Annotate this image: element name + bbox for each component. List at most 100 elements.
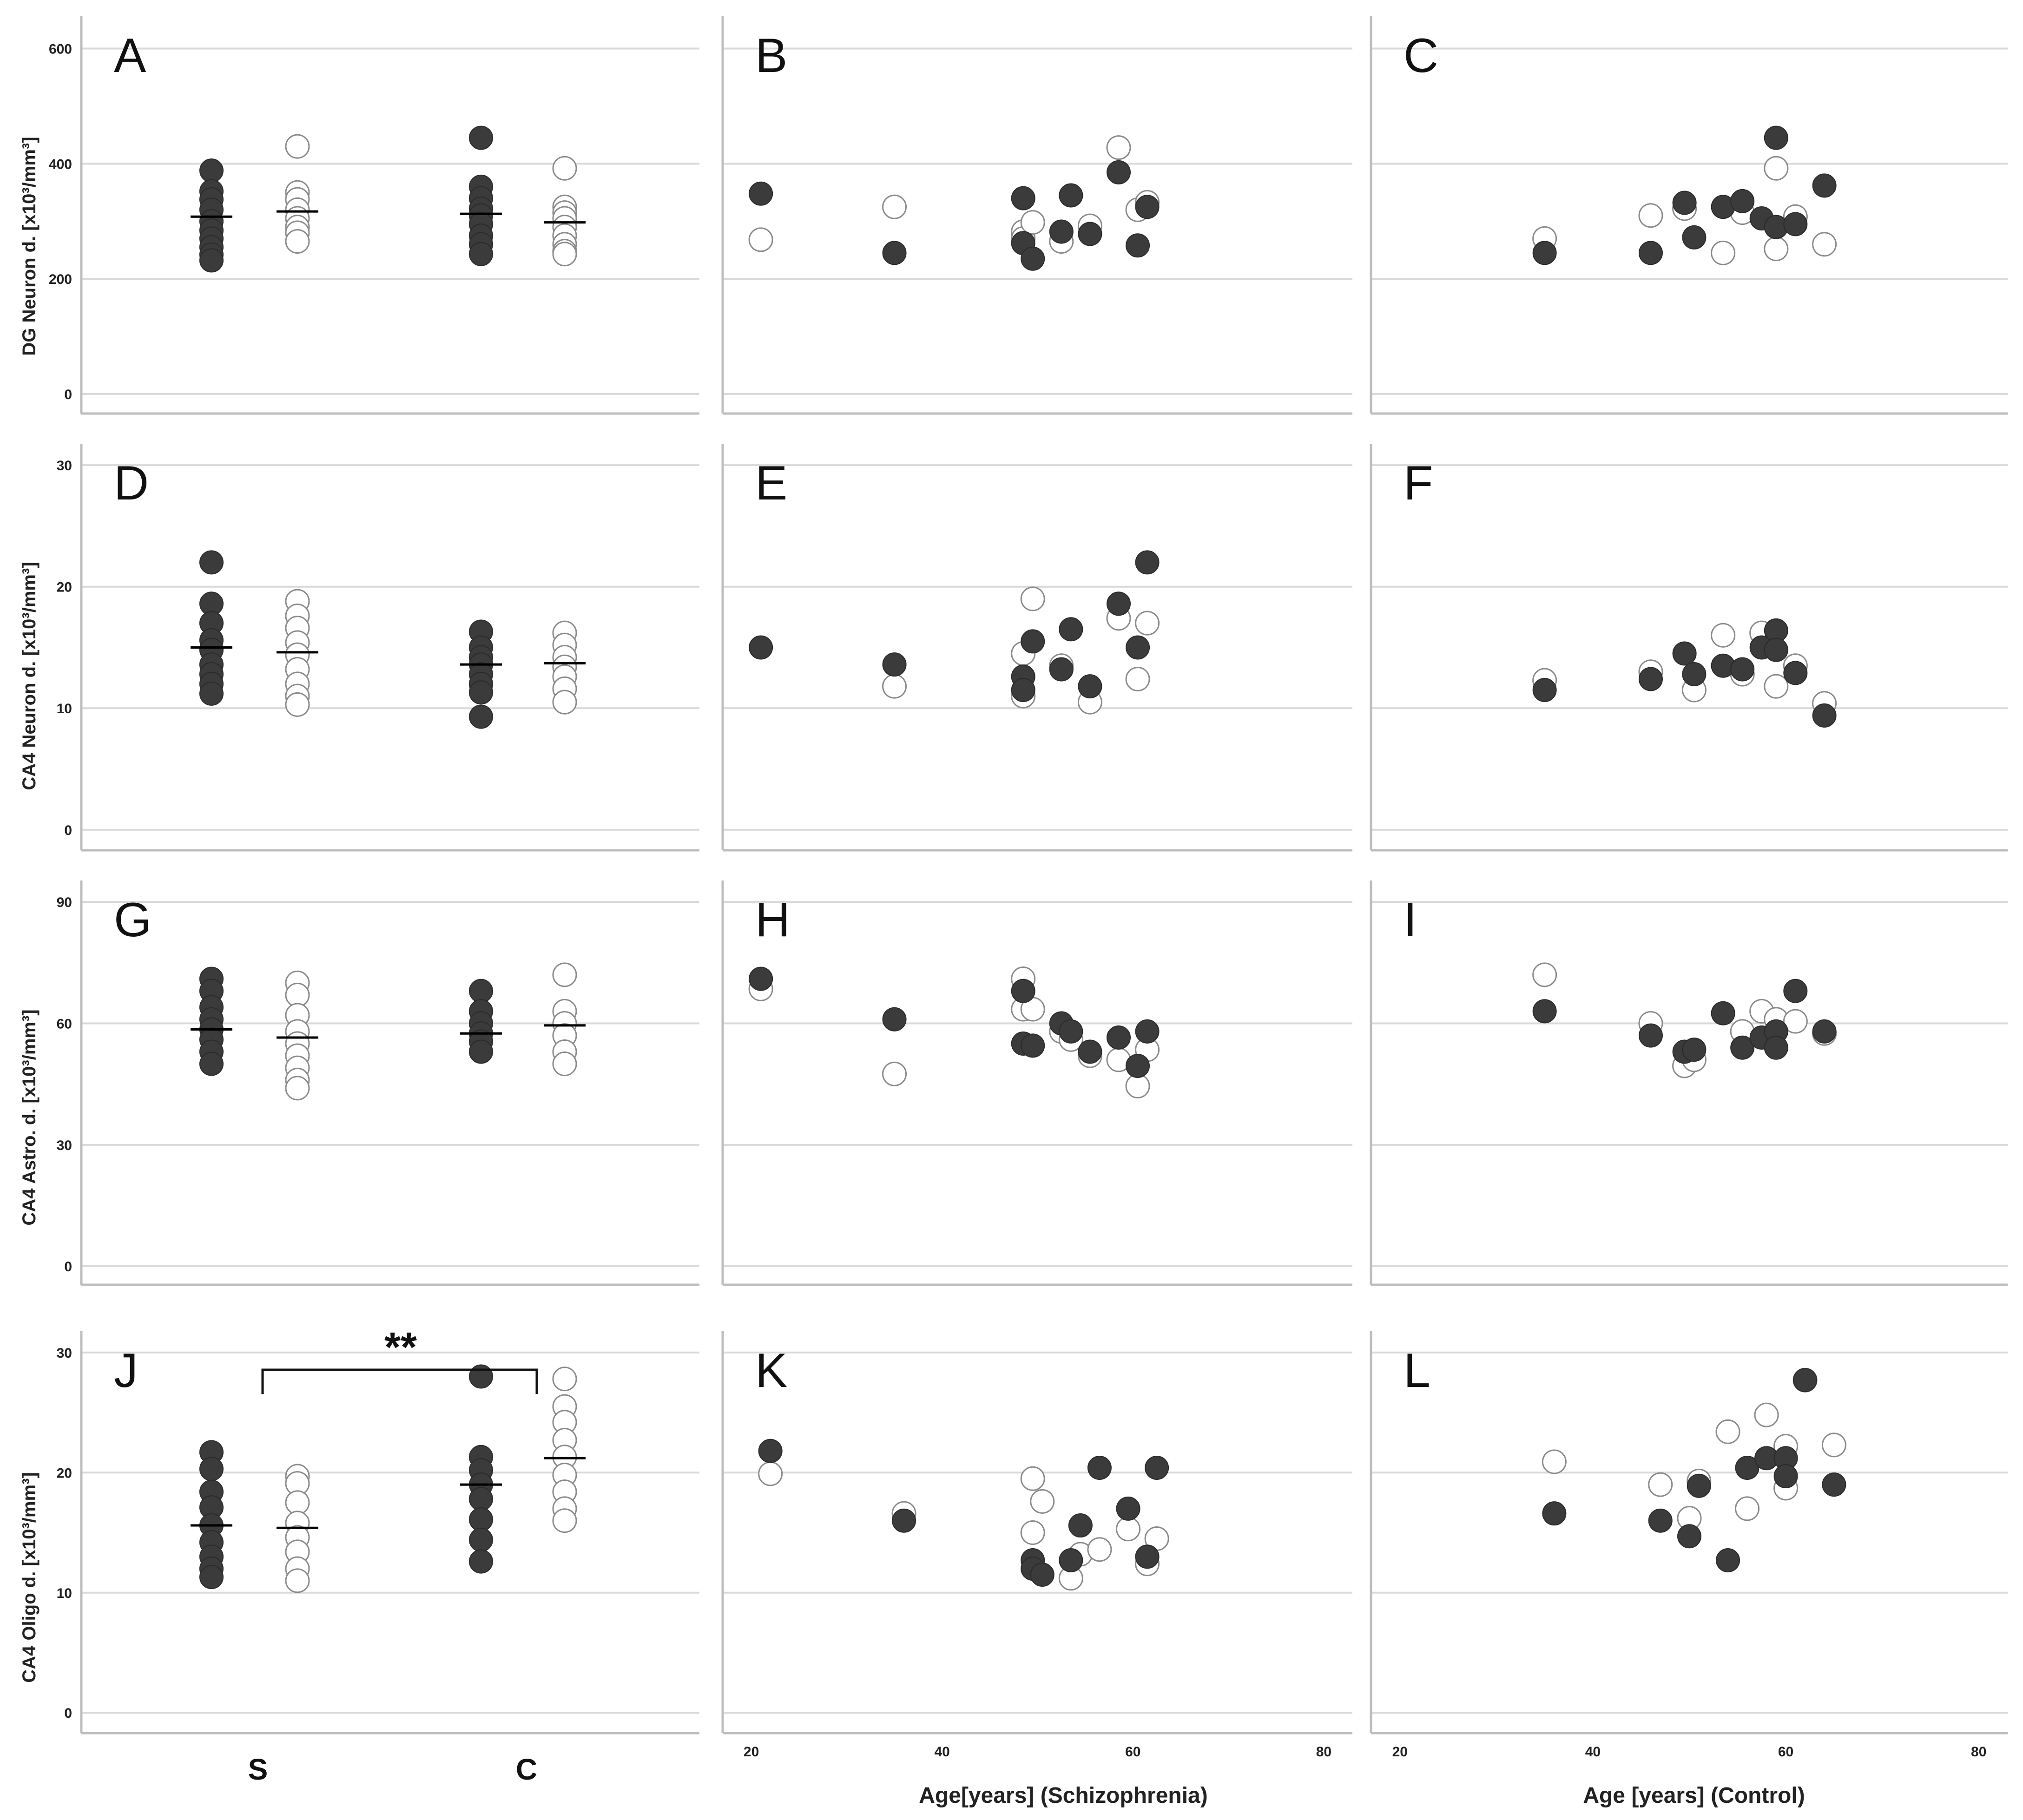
x-tick-label: 80: [1971, 1744, 1986, 1760]
point-filled: [1783, 212, 1808, 237]
point-open: [1125, 1074, 1150, 1098]
point-filled: [1711, 1001, 1735, 1025]
x-tick-label: 20: [1392, 1744, 1408, 1760]
panel-e: E: [721, 444, 1352, 852]
point-open: [882, 194, 907, 219]
panel-label-j: J: [114, 1344, 138, 1398]
point-filled: [1773, 1464, 1798, 1489]
point-filled: [1822, 1472, 1846, 1497]
y-tick-label: 200: [49, 272, 72, 287]
point-open: [1711, 240, 1736, 265]
x-tick-label: 60: [1778, 1744, 1793, 1760]
point-filled: [1764, 125, 1788, 150]
point-filled: [1716, 1548, 1740, 1572]
point-filled: [1677, 1524, 1701, 1549]
point-filled: [469, 125, 493, 150]
point-filled: [199, 1051, 224, 1076]
point-open: [882, 674, 907, 699]
point-open: [1764, 156, 1789, 181]
point-filled: [1135, 195, 1160, 219]
point-filled: [1672, 641, 1697, 666]
x-tick-label: 20: [744, 1744, 759, 1760]
point-filled: [1532, 241, 1557, 265]
point-filled: [1011, 979, 1035, 1003]
y-tick-label: 0: [64, 1259, 72, 1275]
point-filled: [199, 1565, 224, 1590]
panel-label-b: B: [755, 29, 787, 83]
point-open: [552, 242, 577, 267]
point-open: [1754, 1402, 1779, 1427]
point-filled: [749, 635, 773, 660]
point-filled: [469, 680, 493, 705]
y-tick-label: 10: [57, 1586, 72, 1601]
point-filled: [882, 1007, 907, 1032]
point-open: [1648, 1472, 1673, 1497]
point-filled: [1049, 219, 1074, 244]
y-tick-label: 10: [57, 701, 72, 716]
point-open: [1783, 1009, 1808, 1034]
panel-label-e: E: [755, 456, 787, 510]
y-tick-label: 30: [57, 1138, 72, 1153]
panels-layer: A 0 200 400 600 B C D 0 10 20 30 E F G 0 30 60 90 H I J 0 10 20 3…: [49, 16, 2008, 1760]
point-filled: [1068, 1513, 1093, 1538]
point-open: [1638, 203, 1663, 228]
point-filled: [1087, 1455, 1112, 1480]
point-open: [552, 690, 577, 715]
panel-g: G 0 30 60 90: [57, 880, 699, 1286]
x-tick-label: 40: [1585, 1744, 1601, 1760]
point-filled: [1135, 1544, 1160, 1569]
point-filled: [1638, 241, 1663, 265]
point-filled: [1532, 678, 1557, 702]
point-open: [552, 1051, 577, 1077]
point-filled: [1638, 667, 1663, 691]
y-axis-title-ca4-oligo: CA4 Oligo d. [x10³/mm³]: [19, 1472, 40, 1682]
point-open: [552, 1367, 577, 1392]
y-tick-label: 0: [64, 823, 72, 838]
y-axis-title-ca4-neuron: CA4 Neuron d. [x10³/mm³]: [19, 562, 40, 790]
point-filled: [1735, 1455, 1759, 1480]
point-filled: [1011, 186, 1035, 210]
point-filled: [882, 652, 907, 677]
point-filled: [1059, 1548, 1083, 1572]
point-open: [1542, 1449, 1567, 1474]
panel-label-c: C: [1404, 29, 1438, 83]
point-open: [1020, 1520, 1045, 1545]
point-filled: [1107, 1025, 1131, 1050]
point-filled: [469, 979, 493, 1003]
panel-i: I: [1370, 880, 2008, 1286]
point-open: [552, 156, 577, 181]
point-open: [882, 1061, 907, 1086]
point-open: [1715, 1419, 1740, 1444]
point-filled: [1793, 1368, 1818, 1393]
point-open: [1020, 586, 1045, 611]
panel-k: K 20 40 60 80: [721, 1331, 1352, 1760]
panel-c: C: [1370, 16, 2008, 415]
group-label-c: C: [516, 1753, 537, 1786]
significance-marker: **: [384, 1324, 417, 1371]
y-tick-label: 0: [64, 387, 72, 402]
point-filled: [1812, 703, 1837, 728]
y-tick-label: 30: [57, 458, 72, 473]
point-filled: [1730, 189, 1755, 213]
point-filled: [1135, 1019, 1160, 1044]
point-filled: [1682, 662, 1707, 686]
point-filled: [1059, 183, 1083, 208]
point-filled: [1059, 617, 1083, 642]
point-open: [1020, 1466, 1045, 1491]
point-filled: [1687, 1473, 1711, 1498]
y-tick-label: 60: [57, 1016, 72, 1032]
point-filled: [1532, 999, 1557, 1024]
x-tick-label: 80: [1316, 1744, 1331, 1760]
point-filled: [469, 1039, 493, 1064]
point-open: [1087, 1537, 1112, 1562]
panel-l: L 20 40 60 80: [1370, 1331, 2008, 1760]
point-filled: [1730, 657, 1755, 682]
point-open: [1106, 135, 1131, 160]
y-tick-label: 0: [64, 1706, 72, 1721]
panel-label-f: F: [1404, 456, 1433, 510]
point-filled: [1078, 1039, 1102, 1064]
point-filled: [1126, 635, 1150, 660]
panel-label-l: L: [1404, 1344, 1430, 1398]
point-open: [1735, 1496, 1760, 1521]
point-open: [1764, 237, 1789, 262]
